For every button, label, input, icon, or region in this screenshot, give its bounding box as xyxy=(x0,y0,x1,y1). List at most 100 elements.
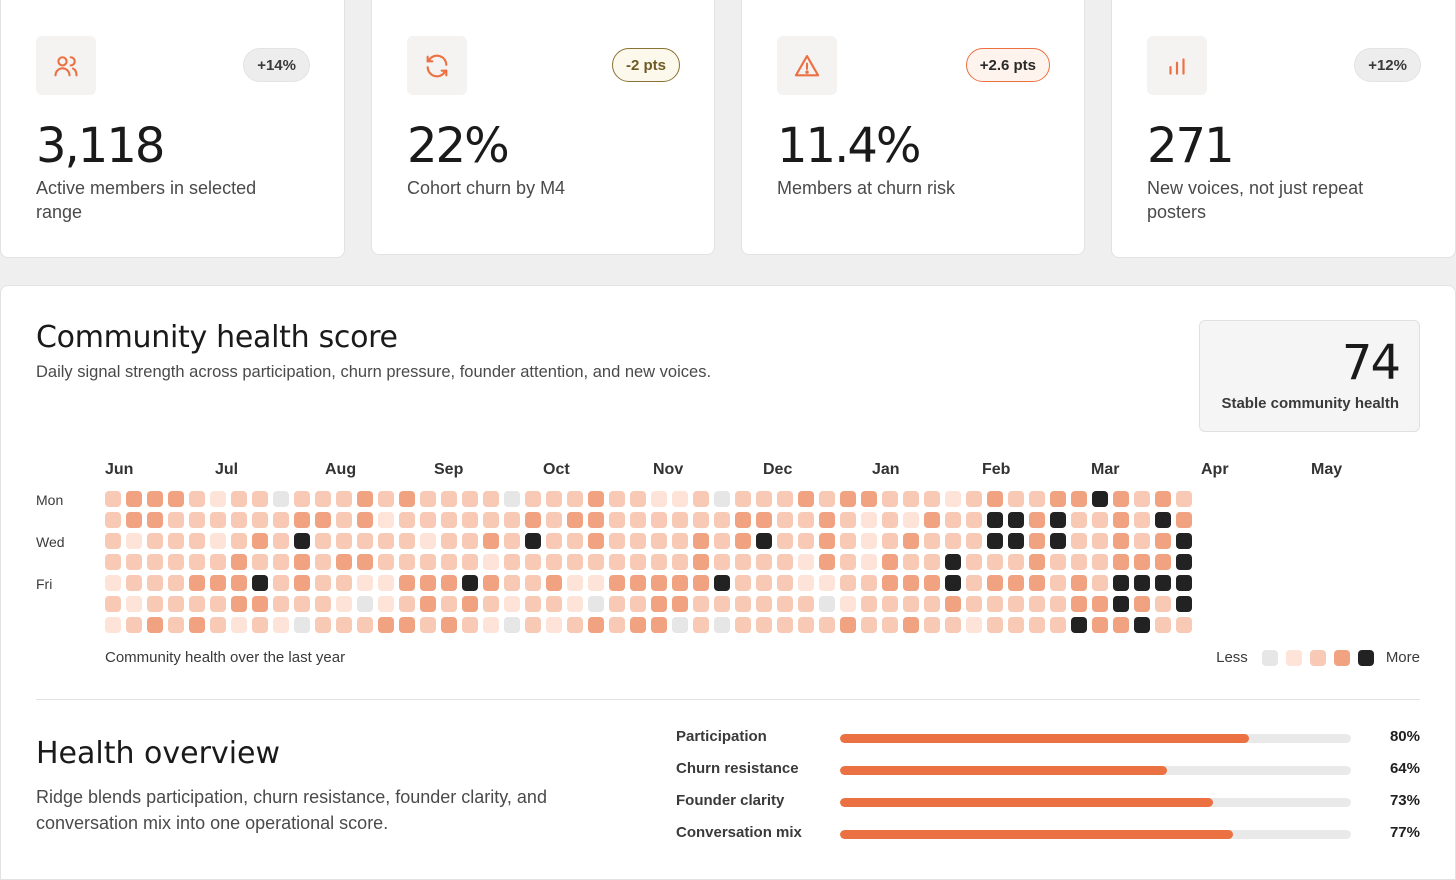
heatmap-cell xyxy=(1092,596,1108,612)
heatmap-cell xyxy=(189,596,205,612)
month-label: Aug xyxy=(325,461,357,478)
heatmap-cell xyxy=(966,596,982,612)
metric-value: 64% xyxy=(1389,760,1420,777)
heatmap-cell xyxy=(714,512,730,528)
heatmap-cell xyxy=(672,617,688,633)
heatmap-cell xyxy=(168,533,184,549)
heatmap-cell xyxy=(924,491,940,507)
heatmap-cell xyxy=(252,617,268,633)
metric-fill xyxy=(840,734,1249,743)
heatmap-cell xyxy=(1008,491,1024,507)
heatmap-cell xyxy=(987,575,1003,591)
heatmap-cell xyxy=(756,554,772,570)
heatmap-cell xyxy=(609,554,625,570)
heatmap-cell xyxy=(441,617,457,633)
month-label: Mar xyxy=(1091,461,1120,478)
heatmap-cell xyxy=(273,533,289,549)
heatmap-cell xyxy=(168,554,184,570)
heatmap-cell xyxy=(252,533,268,549)
heatmap-cell xyxy=(294,575,310,591)
heatmap-cell xyxy=(546,554,562,570)
heatmap-cell xyxy=(441,533,457,549)
heatmap-cell xyxy=(1008,554,1024,570)
heatmap-cell xyxy=(756,533,772,549)
heatmap-cell xyxy=(357,575,373,591)
heatmap-cell xyxy=(609,491,625,507)
metric-label: Churn resistance xyxy=(676,760,799,777)
heatmap-cell xyxy=(630,533,646,549)
metric-track xyxy=(840,734,1351,743)
heatmap-cell xyxy=(840,533,856,549)
heatmap-cell xyxy=(1008,512,1024,528)
heatmap-cell xyxy=(714,533,730,549)
heatmap-cell xyxy=(630,512,646,528)
heatmap-cell xyxy=(987,533,1003,549)
month-label: Dec xyxy=(763,461,793,478)
heatmap-cell xyxy=(735,512,751,528)
heatmap-cell xyxy=(777,491,793,507)
heatmap-cell xyxy=(336,596,352,612)
heatmap-cell xyxy=(210,617,226,633)
heatmap-cell xyxy=(420,596,436,612)
heatmap-cell xyxy=(1134,554,1150,570)
heatmap-cell xyxy=(231,596,247,612)
heatmap-legend: Less More xyxy=(1216,649,1420,666)
heatmap-cell xyxy=(1071,491,1087,507)
heatmap-cell xyxy=(903,554,919,570)
heatmap-cell xyxy=(840,575,856,591)
heatmap-cell xyxy=(882,533,898,549)
heatmap-cell xyxy=(210,596,226,612)
heatmap-cell xyxy=(1029,533,1045,549)
heatmap-cell xyxy=(966,491,982,507)
heatmap-cell xyxy=(903,596,919,612)
heatmap-cell xyxy=(987,554,1003,570)
health-title: Community health score xyxy=(36,320,398,355)
heatmap-cell xyxy=(168,512,184,528)
heatmap-cell xyxy=(504,512,520,528)
metric-value: 80% xyxy=(1389,728,1420,745)
heatmap-cell xyxy=(546,491,562,507)
heatmap-cell xyxy=(420,554,436,570)
heatmap-cell xyxy=(798,596,814,612)
heatmap-cell xyxy=(735,491,751,507)
heatmap-cell xyxy=(252,575,268,591)
heatmap-cell xyxy=(336,575,352,591)
heatmap-cell xyxy=(966,512,982,528)
heatmap-cell xyxy=(546,575,562,591)
heatmap-cell xyxy=(357,533,373,549)
heatmap-cell xyxy=(1092,512,1108,528)
heatmap-cell xyxy=(273,596,289,612)
day-label: Fri xyxy=(36,576,53,592)
heatmap-cell xyxy=(462,575,478,591)
heatmap-cell xyxy=(147,617,163,633)
kpi-card-active-members: +14% 3,118 Active members in selected ra… xyxy=(0,0,345,258)
heatmap-cell xyxy=(777,533,793,549)
heatmap-cell xyxy=(105,554,121,570)
heatmap-cell xyxy=(945,554,961,570)
heatmap-cell xyxy=(882,512,898,528)
heatmap-cell xyxy=(1029,575,1045,591)
heatmap-cell xyxy=(231,533,247,549)
refresh-icon xyxy=(426,54,448,77)
legend-swatch xyxy=(1309,649,1326,666)
heatmap-cell xyxy=(252,596,268,612)
heatmap-cell xyxy=(273,491,289,507)
heatmap-cell xyxy=(231,575,247,591)
metric-track xyxy=(840,798,1351,807)
kpi-card-new-voices: +12% 271 New voices, not just repeat pos… xyxy=(1111,0,1456,258)
heatmap-cell xyxy=(315,596,331,612)
heatmap-cell xyxy=(1176,512,1192,528)
heatmap-cell xyxy=(840,554,856,570)
heatmap-cell xyxy=(924,512,940,528)
heatmap-cell xyxy=(315,491,331,507)
heatmap-cell xyxy=(630,491,646,507)
heatmap-cell xyxy=(567,533,583,549)
heatmap-cell xyxy=(420,512,436,528)
heatmap-cell xyxy=(798,512,814,528)
heatmap-cell xyxy=(525,512,541,528)
heatmap-cell xyxy=(714,575,730,591)
month-label: Jun xyxy=(105,461,134,478)
heatmap-cell xyxy=(1113,491,1129,507)
health-score-box: 74 Stable community health xyxy=(1199,320,1420,432)
heatmap-cell xyxy=(168,575,184,591)
